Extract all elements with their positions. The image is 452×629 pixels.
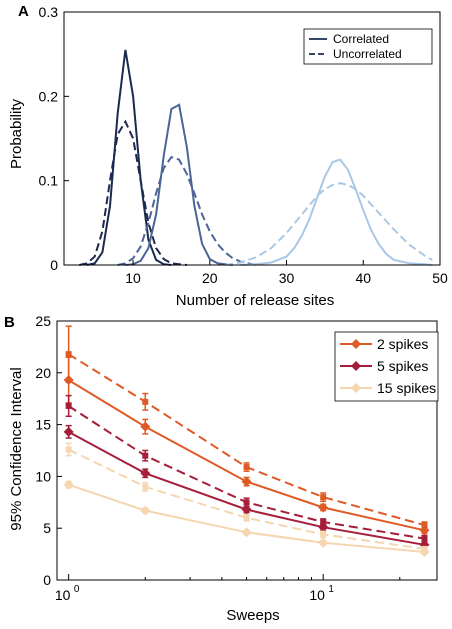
panel-b-series-1-uncorrelated-marker xyxy=(421,522,428,529)
panel-b-series-3-uncorrelated-line xyxy=(68,448,425,550)
panel-b-series-2-uncorrelated-marker xyxy=(320,518,327,525)
panel-b-x-tick-exponent: 0 xyxy=(74,584,80,595)
panel-a-letter: A xyxy=(18,3,29,20)
panel-b-series-3-marker xyxy=(241,527,252,538)
panel-b-series-3-uncorrelated-marker xyxy=(243,514,250,521)
panel-a-group-1-uncorrelated-line xyxy=(79,119,187,266)
panel-a-legend-box xyxy=(303,28,433,65)
panel-b-x-tick-label: 10 xyxy=(55,587,71,603)
panel-a-group-2-uncorrelated-line xyxy=(117,155,257,266)
panel-a-group-1-correlated-line xyxy=(86,49,172,266)
legend-correlated-label: Correlated xyxy=(333,32,389,46)
panel-b-series-1-marker xyxy=(140,421,151,432)
panel-a-y-tick-label: 0.2 xyxy=(39,88,59,104)
panel-b-series-1-marker xyxy=(318,502,329,513)
panel-a-group-2-correlated-line xyxy=(125,103,233,266)
panel-b-series-3-uncorrelated-marker xyxy=(421,545,428,552)
panel-b-series-2-uncorrelated-marker xyxy=(65,402,72,409)
panel-a-y-tick-label: 0.1 xyxy=(39,173,59,189)
panel-a-x-axis-label: Number of release sites xyxy=(176,292,334,309)
panel-b-y-tick-label: 20 xyxy=(35,365,51,381)
panel-a: A Probability Number of release sites 10… xyxy=(8,3,448,309)
panel-a-y-tick-label: 0.3 xyxy=(39,4,59,20)
panel-b-series-2-uncorrelated-marker xyxy=(142,452,149,459)
legend-2-spikes-marker xyxy=(351,339,361,349)
panel-b-legend: 2 spikes 5 spikes 15 spikes xyxy=(334,331,439,402)
panel-a-group-3-correlated-line xyxy=(240,158,433,266)
panel-b-y-tick-label: 0 xyxy=(43,572,51,588)
panel-b-series-1-uncorrelated-marker xyxy=(320,494,327,501)
panel-a-axes: 10 20 30 40 50 0 0.1 0.2 0.3 xyxy=(39,4,448,286)
panel-a-x-tick-label: 20 xyxy=(202,270,218,286)
panel-b-series-1-uncorrelated-marker xyxy=(142,398,149,405)
panel-b-series-3-uncorrelated-marker xyxy=(65,446,72,453)
panel-a-series-layer xyxy=(79,49,433,266)
panel-b-x-axis-label: Sweeps xyxy=(226,607,279,624)
panel-a-axes-frame xyxy=(63,11,441,266)
legend-uncorrelated-label: Uncorrelated xyxy=(333,47,402,61)
panel-b-series-2-uncorrelated-marker xyxy=(243,499,250,506)
panel-b-y-tick-label: 10 xyxy=(35,468,51,484)
panel-b-series-layer xyxy=(63,325,430,558)
panel-b-y-tick-label: 15 xyxy=(35,417,51,433)
panel-b-y-tick-label: 5 xyxy=(43,520,51,536)
panel-b-y-tick-label: 25 xyxy=(35,313,51,329)
panel-b-series-3-marker xyxy=(140,505,151,516)
panel-b-x-tick-exponent: 1 xyxy=(328,584,334,595)
panel-b-series-2-marker xyxy=(63,426,74,437)
panel-a-legend: Correlated Uncorrelated xyxy=(303,28,433,65)
panel-b-series-3-marker xyxy=(63,479,74,490)
panel-a-y-tick-label: 0 xyxy=(50,257,58,273)
panel-b-x-tick-label: 10 xyxy=(309,587,325,603)
panel-a-x-tick-label: 10 xyxy=(125,270,141,286)
legend-15-spikes-label: 15 spikes xyxy=(377,380,436,396)
panel-a-x-tick-label: 40 xyxy=(355,270,371,286)
panel-b-letter: B xyxy=(4,314,15,331)
legend-5-spikes-label: 5 spikes xyxy=(377,358,428,374)
panel-b-series-1-marker xyxy=(241,476,252,487)
panel-b-series-1-uncorrelated-marker xyxy=(243,464,250,471)
panel-b-series-3-uncorrelated-marker xyxy=(320,531,327,538)
panel-b-series-2-uncorrelated-marker xyxy=(421,535,428,542)
panel-b-series-3-uncorrelated-marker xyxy=(142,483,149,490)
panel-a-y-axis-label: Probability xyxy=(8,98,25,169)
panel-b-series-2-marker xyxy=(140,468,151,479)
panel-a-x-tick-label: 50 xyxy=(432,270,448,286)
legend-2-spikes-label: 2 spikes xyxy=(377,336,428,352)
panel-a-group-3-uncorrelated-line xyxy=(224,182,433,266)
panel-a-x-tick-label: 30 xyxy=(279,270,295,286)
legend-15-spikes-marker xyxy=(351,383,361,393)
panel-b: B 95% Confidence Interval Sweeps 0510152… xyxy=(4,313,439,624)
panel-b-y-axis-label: 95% Confidence Interval xyxy=(8,367,25,530)
panel-b-series-1-uncorrelated-marker xyxy=(65,351,72,358)
legend-5-spikes-marker xyxy=(351,361,361,371)
panel-b-series-3-marker xyxy=(318,537,329,548)
